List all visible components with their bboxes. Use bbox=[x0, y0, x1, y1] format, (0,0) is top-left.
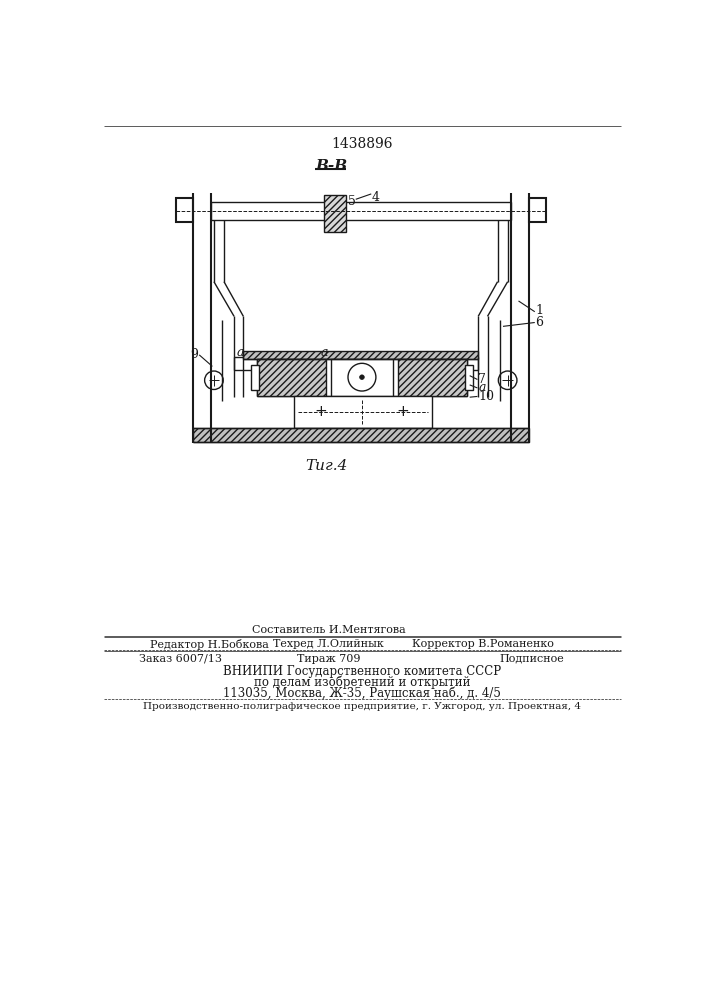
Text: a: a bbox=[237, 346, 244, 359]
Bar bbox=[211, 202, 510, 220]
Bar bbox=[465, 365, 473, 389]
Text: 1438896: 1438896 bbox=[331, 137, 392, 151]
Text: 10: 10 bbox=[478, 390, 494, 403]
Text: Техред Л.Олийнык: Техред Л.Олийнык bbox=[273, 639, 384, 649]
Text: +: + bbox=[315, 404, 327, 419]
Bar bbox=[257, 359, 325, 396]
Bar bbox=[176, 198, 193, 222]
Text: 9: 9 bbox=[191, 348, 199, 361]
Text: Редактор Н.Бобкова: Редактор Н.Бобкова bbox=[151, 639, 269, 650]
Text: a: a bbox=[478, 381, 486, 394]
Text: 4: 4 bbox=[371, 191, 379, 204]
Bar bbox=[331, 359, 393, 396]
Text: по делам изобретений и открытий: по делам изобретений и открытий bbox=[254, 676, 470, 689]
Bar bbox=[293, 396, 432, 428]
Text: a: a bbox=[321, 346, 329, 359]
Text: ВНИИПИ Государственного комитета СССР: ВНИИПИ Государственного комитета СССР bbox=[223, 665, 501, 678]
Text: 113035, Москва, Ж-35, Раушская наб., д. 4/5: 113035, Москва, Ж-35, Раушская наб., д. … bbox=[223, 687, 501, 700]
Text: 5: 5 bbox=[348, 195, 356, 208]
Text: 6: 6 bbox=[535, 316, 544, 329]
Bar bbox=[257, 359, 467, 396]
Text: 7: 7 bbox=[478, 373, 486, 386]
Circle shape bbox=[498, 371, 517, 389]
Bar bbox=[529, 198, 546, 222]
Text: В-В: В-В bbox=[315, 158, 347, 172]
Text: Производственно-полиграфическое предприятие, г. Ужгород, ул. Проектная, 4: Производственно-полиграфическое предприя… bbox=[143, 702, 581, 711]
Text: Составитель И.Ментягова: Составитель И.Ментягова bbox=[252, 625, 406, 635]
Text: 1: 1 bbox=[535, 304, 544, 317]
Circle shape bbox=[348, 363, 376, 391]
Text: Τиг.4: Τиг.4 bbox=[305, 459, 347, 473]
Text: Корректор В.Романенко: Корректор В.Романенко bbox=[411, 639, 554, 649]
Bar bbox=[243, 351, 478, 359]
Bar bbox=[398, 359, 467, 396]
Bar bbox=[234, 357, 478, 370]
Bar bbox=[251, 365, 259, 389]
Circle shape bbox=[204, 371, 223, 389]
Text: Заказ 6007/13: Заказ 6007/13 bbox=[139, 654, 222, 664]
Bar bbox=[324, 195, 346, 232]
Text: Подписное: Подписное bbox=[499, 654, 564, 664]
Circle shape bbox=[360, 375, 364, 379]
Text: Тираж 709: Тираж 709 bbox=[297, 654, 361, 664]
Bar bbox=[193, 428, 529, 442]
Text: +: + bbox=[397, 404, 409, 419]
